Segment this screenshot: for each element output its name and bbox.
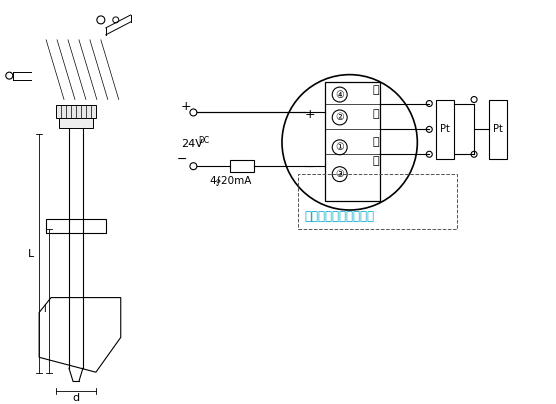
- Bar: [46, 219, 106, 233]
- Text: 4∲20mA: 4∲20mA: [209, 176, 251, 186]
- Text: 红: 红: [372, 137, 379, 147]
- Bar: [298, 174, 457, 229]
- Text: d: d: [72, 393, 80, 403]
- Bar: [489, 99, 507, 159]
- Text: ③: ③: [335, 169, 344, 179]
- Text: ④: ④: [335, 90, 344, 99]
- Text: 白: 白: [372, 84, 379, 95]
- Text: Pt: Pt: [493, 124, 503, 135]
- Bar: [230, 160, 254, 172]
- Bar: [59, 118, 93, 128]
- Text: −: −: [305, 161, 315, 174]
- Text: +: +: [180, 100, 191, 113]
- Text: 白: 白: [372, 109, 379, 120]
- Bar: [56, 105, 96, 118]
- Text: 热电阱：三线或四线制: 热电阱：三线或四线制: [305, 210, 375, 223]
- Text: 24V: 24V: [181, 139, 203, 149]
- Text: L: L: [28, 249, 34, 259]
- Text: l: l: [43, 303, 46, 314]
- Text: ①: ①: [335, 142, 344, 152]
- Text: DC: DC: [198, 136, 210, 145]
- Text: 红: 红: [372, 156, 379, 166]
- Bar: [436, 99, 454, 159]
- Text: −: −: [176, 153, 187, 166]
- Bar: [325, 82, 380, 201]
- Text: Pt: Pt: [440, 124, 450, 135]
- Text: +: +: [305, 108, 315, 121]
- Text: ②: ②: [335, 112, 344, 122]
